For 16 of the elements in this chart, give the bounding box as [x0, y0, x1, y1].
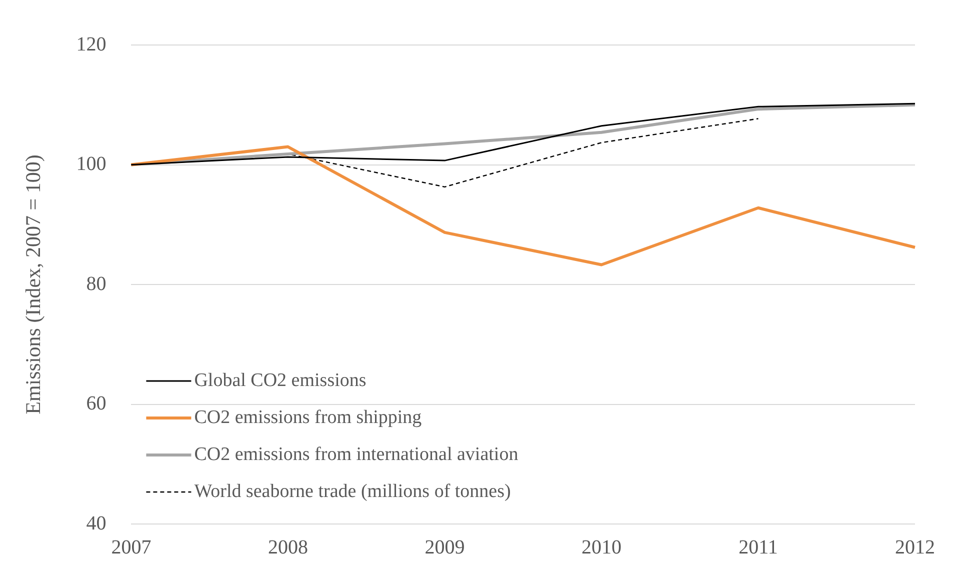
- x-tick-label: 2010: [581, 536, 622, 558]
- x-tick-label: 2008: [268, 536, 308, 558]
- y-tick-label: 80: [86, 272, 106, 295]
- legend-label: CO2 emissions from international aviation: [194, 444, 519, 465]
- legend-label: Global CO2 emissions: [194, 370, 366, 391]
- x-tick-label: 2007: [111, 536, 152, 558]
- y-axis-title: Emissions (Index, 2007 = 100): [21, 154, 46, 414]
- legend-label: CO2 emissions from shipping: [194, 406, 422, 428]
- y-tick-label: 120: [76, 33, 106, 56]
- y-tick-label: 60: [86, 392, 106, 414]
- y-tick-label: 40: [86, 512, 106, 534]
- x-tick-label: 2011: [738, 536, 778, 558]
- legend-label: World seaborne trade (millions of tonnes): [194, 480, 511, 502]
- y-tick-label: 100: [76, 153, 106, 175]
- x-tick-label: 2009: [424, 536, 465, 558]
- x-tick-label: 2012: [895, 536, 935, 558]
